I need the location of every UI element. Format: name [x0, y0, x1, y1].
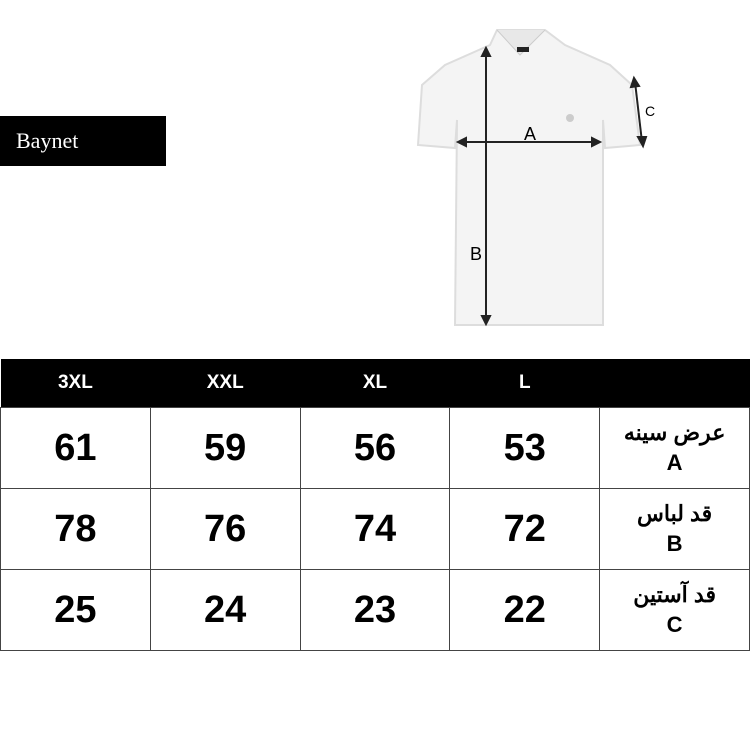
label-b: B — [470, 244, 482, 264]
label-header — [599, 359, 750, 408]
shirt-measurement-diagram: A B C — [416, 29, 655, 327]
row-label-fa: عرض سینه — [623, 420, 726, 446]
size-l: L — [449, 359, 600, 408]
cell-value: 59 — [149, 407, 301, 489]
neck-tag — [517, 47, 529, 52]
row-label-fa: قد لباس — [637, 501, 713, 527]
row-label: قد آستین C — [599, 569, 750, 651]
row-label: عرض سینه A — [599, 407, 750, 489]
polo-shirt-image — [416, 29, 642, 326]
size-header-row: 3XL XXL XL L — [0, 359, 750, 408]
cell-value: 74 — [299, 488, 451, 570]
cell-value: 76 — [149, 488, 301, 570]
table-row-sleeve-length: 25 24 23 22 قد آستین C — [0, 569, 750, 651]
size-chart-table: 3XL XXL XL L 61 59 56 53 عرض سینه A 78 7… — [0, 359, 750, 651]
brand-logo-text: Baynet — [16, 128, 79, 153]
cell-value: 53 — [449, 407, 601, 489]
cell-value: 24 — [149, 569, 301, 651]
size-xxl: XXL — [150, 359, 301, 408]
label-a: A — [524, 124, 536, 144]
row-label-fa: قد آستین — [633, 582, 716, 608]
cell-value: 72 — [449, 488, 601, 570]
size-3xl: 3XL — [0, 359, 151, 408]
brand-logo: Baynet — [0, 116, 166, 166]
arrow-c — [634, 81, 643, 143]
cell-value: 56 — [299, 407, 451, 489]
row-label: قد لباس B — [599, 488, 750, 570]
label-c: C — [645, 103, 655, 119]
cell-value: 22 — [449, 569, 601, 651]
logo-emblem — [566, 114, 574, 122]
size-xl: XL — [300, 359, 450, 408]
cell-value: 23 — [299, 569, 451, 651]
cell-value: 78 — [0, 488, 151, 570]
cell-value: 61 — [0, 407, 151, 489]
table-row-chest-width: 61 59 56 53 عرض سینه A — [0, 407, 750, 489]
cell-value: 25 — [0, 569, 151, 651]
row-label-code: C — [666, 612, 683, 637]
row-label-code: B — [666, 531, 683, 556]
row-label-code: A — [666, 450, 683, 475]
table-row-length: 78 76 74 72 قد لباس B — [0, 488, 750, 570]
